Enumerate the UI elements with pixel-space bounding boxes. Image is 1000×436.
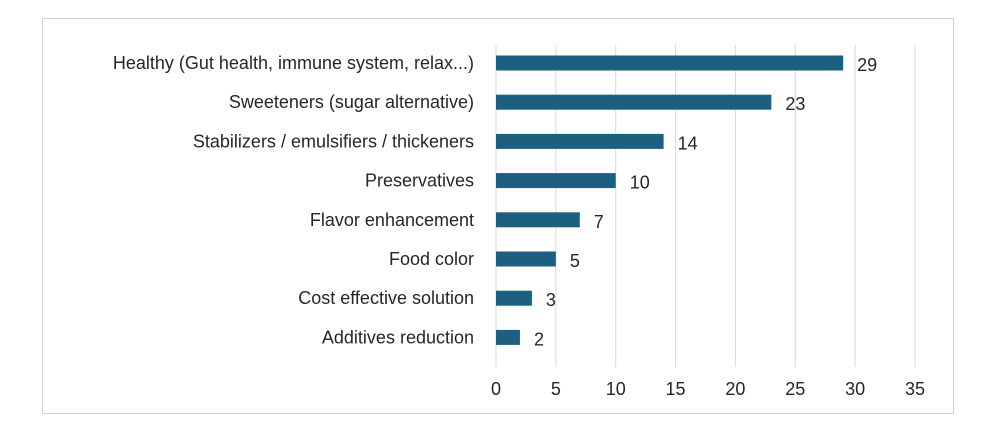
data-label: 2 xyxy=(534,329,544,349)
category-label: Preservatives xyxy=(365,171,474,191)
category-label: Sweeteners (sugar alternative) xyxy=(229,92,474,112)
bar xyxy=(496,290,532,306)
x-tick-label: 25 xyxy=(785,379,805,399)
gridlines xyxy=(495,45,916,367)
data-label: 10 xyxy=(630,173,650,193)
category-label: Healthy (Gut health, immune system, rela… xyxy=(113,53,474,73)
x-tick-label: 35 xyxy=(905,379,925,399)
bar-chart: Healthy (Gut health, immune system, rela… xyxy=(113,45,925,399)
x-tick-label: 20 xyxy=(725,379,745,399)
bars xyxy=(496,55,844,345)
bar xyxy=(496,133,664,149)
data-label: 29 xyxy=(857,55,877,75)
bar xyxy=(496,329,520,345)
bar xyxy=(496,94,772,110)
bar xyxy=(496,212,580,228)
category-label: Stabilizers / emulsifiers / thickeners xyxy=(193,131,474,151)
category-label: Flavor enhancement xyxy=(310,210,474,230)
chart-frame: Healthy (Gut health, immune system, rela… xyxy=(42,18,954,414)
x-tick-label: 30 xyxy=(845,379,865,399)
data-label: 14 xyxy=(678,133,698,153)
data-label: 7 xyxy=(594,212,604,232)
x-tick-label: 0 xyxy=(491,379,501,399)
category-label: Food color xyxy=(389,249,474,269)
x-tick-label: 15 xyxy=(666,379,686,399)
category-label: Cost effective solution xyxy=(298,288,474,308)
bar xyxy=(496,251,556,267)
data-label: 5 xyxy=(570,251,580,271)
x-tick-label: 10 xyxy=(606,379,626,399)
x-axis-ticks: 0 5 10 15 20 25 30 35 xyxy=(491,379,925,399)
data-label: 3 xyxy=(546,290,556,310)
bar xyxy=(496,55,844,71)
data-label: 23 xyxy=(785,94,805,114)
category-labels: Healthy (Gut health, immune system, rela… xyxy=(113,53,474,347)
x-tick-label: 5 xyxy=(551,379,561,399)
category-label: Additives reduction xyxy=(322,327,474,347)
bar xyxy=(496,173,616,189)
